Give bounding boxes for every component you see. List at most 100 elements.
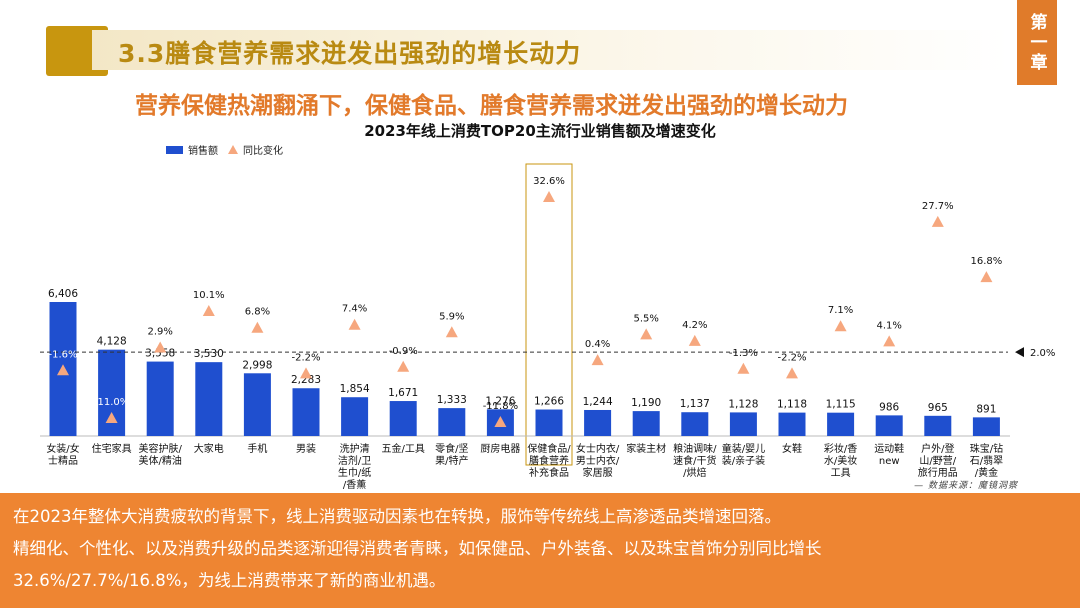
category-label: 旅行用品 <box>918 466 958 479</box>
yoy-marker <box>397 360 410 372</box>
yoy-value-label: 7.1% <box>828 305 853 316</box>
bar-sales <box>924 415 952 436</box>
category-label: 运动鞋 <box>874 442 904 455</box>
category-label: 工具 <box>831 467 851 479</box>
yoy-value-label: -0.9% <box>389 346 418 357</box>
yoy-value-label: 32.6% <box>533 176 565 187</box>
bar-sales <box>632 411 660 436</box>
category-label: 洗护清 <box>340 442 370 455</box>
bar-value-label: 1,115 <box>826 399 856 411</box>
category-label: 女鞋 <box>782 442 802 455</box>
summary-line-2: 精细化、个性化、以及消费升级的品类逐渐迎得消费者青睐，如保健品、户外装备、以及珠… <box>13 539 822 558</box>
category-label: 粮油调味/ <box>673 442 717 455</box>
bar-value-label: 1,671 <box>388 387 418 399</box>
category-label: 速食/干货 <box>673 454 716 467</box>
bar-value-label: 986 <box>879 401 899 413</box>
yoy-marker <box>300 367 312 379</box>
category-label: 户外/登 <box>921 442 954 455</box>
bar-value-label: 3,558 <box>145 348 175 360</box>
category-label: 保健食品/ <box>527 442 571 455</box>
yoy-value-label: 27.7% <box>922 201 954 212</box>
category-label: 装/亲子装 <box>722 454 765 467</box>
bar-sales <box>341 397 369 436</box>
yoy-marker <box>980 271 993 283</box>
category-label: 珠宝/钻 <box>970 442 1003 455</box>
bar-value-label: 965 <box>928 402 948 414</box>
page-subtitle: 营养保健热潮翻涌下，保健食品、膳食营养需求迸发出强劲的增长动力 <box>135 93 848 119</box>
category-label: 手机 <box>247 442 267 455</box>
yoy-marker <box>494 416 507 427</box>
bar-sales <box>827 412 855 436</box>
bar-sales <box>146 361 174 436</box>
data-source-note: — 数据来源：魔镜洞察 <box>914 481 1018 491</box>
category-label: 水/美妆 <box>824 454 857 467</box>
bar-value-label: 3,530 <box>194 348 224 360</box>
yoy-value-label: -11.0% <box>94 397 129 408</box>
bar-value-label: 2,283 <box>291 374 321 386</box>
legend-label-yoy: 同比变化 <box>243 144 283 157</box>
category-label: 零食/坚 <box>435 442 468 455</box>
yoy-value-label: -1.6% <box>48 349 77 360</box>
page-title: 3.3膳食营养需求迸发出强劲的增长动力 <box>118 39 582 68</box>
category-label: 美体/精油 <box>139 454 182 467</box>
category-label: /香薰 <box>343 478 366 491</box>
yoy-value-label: 6.8% <box>245 307 270 318</box>
yoy-value-label: -11.8% <box>483 401 518 412</box>
bar-value-label: 1,244 <box>583 396 613 408</box>
category-label: 洁剂/卫 <box>338 454 371 467</box>
yoy-marker <box>786 367 798 379</box>
yoy-marker <box>834 320 847 332</box>
bar-chart: 销售额 同比变化 6,406 4,128 3,558 3,530 2,998 2,283 1,8… <box>40 144 1055 491</box>
category-label: 果/特产 <box>435 454 468 467</box>
summary-panel: 在2023年整体大消费疲软的背景下，线上消费驱动因素也在转换，服饰等传统线上高渗… <box>0 493 1080 608</box>
bar-sales <box>389 401 417 436</box>
bar-value-label: 1,118 <box>777 399 807 411</box>
bar-sales <box>535 409 563 436</box>
bar-sales <box>972 417 1000 436</box>
reference-label: 2.0% <box>1030 348 1055 359</box>
legend-bar-swatch <box>166 146 183 154</box>
bar-sales <box>729 412 757 436</box>
bar-value-label: 1,854 <box>340 383 370 395</box>
bar-sales <box>584 409 612 436</box>
category-label: 童装/婴儿 <box>722 442 765 455</box>
bar-sales <box>778 412 806 436</box>
yoy-marker <box>202 305 215 317</box>
category-label: 山/野营/ <box>919 454 956 467</box>
summary-line-1: 在2023年整体大消费疲软的背景下，线上消费驱动因素也在转换，服饰等传统线上高渗… <box>13 507 781 526</box>
category-label: 石/翡翠 <box>970 454 1003 467</box>
category-label: 美容护肤/ <box>139 442 183 455</box>
bar-sales <box>681 412 709 436</box>
bar-value-label: 1,276 <box>485 395 515 407</box>
reference-arrow <box>1015 347 1024 358</box>
category-label: /黄金 <box>975 466 998 479</box>
category-label: 男装 <box>296 442 316 455</box>
yoy-value-label: 5.5% <box>633 313 658 324</box>
yoy-value-label: 10.1% <box>193 290 225 301</box>
yoy-marker <box>737 362 750 374</box>
yoy-marker <box>543 191 555 202</box>
bar-sales <box>243 373 271 436</box>
bar-value-label: 1,266 <box>534 396 564 408</box>
yoy-value-label: -2.2% <box>777 352 806 363</box>
summary-line-3: 32.6%/27.7%/16.8%，为线上消费带来了新的商业机遇。 <box>13 571 446 590</box>
yoy-value-label: 16.8% <box>971 256 1003 267</box>
yoy-value-label: 4.1% <box>876 320 901 331</box>
yoy-value-label: -1.3% <box>729 348 758 359</box>
category-label: 家居服 <box>583 466 613 479</box>
bar-sales <box>292 388 320 436</box>
bar-value-label: 2,998 <box>242 359 272 371</box>
yoy-value-label: -2.2% <box>291 352 320 363</box>
bar-sales <box>875 415 903 436</box>
yoy-marker <box>154 341 167 353</box>
category-label: 大家电 <box>194 442 224 455</box>
yoy-value-label: 5.9% <box>439 311 464 322</box>
category-label: 厨房电器 <box>480 442 520 455</box>
yoy-marker <box>640 328 653 340</box>
yoy-value-label: 2.9% <box>147 327 172 338</box>
category-label: 彩妆/香 <box>824 442 857 455</box>
yoy-marker <box>251 321 264 333</box>
chapter-tab: 第一章 <box>1017 0 1057 85</box>
bar-sales <box>195 362 223 436</box>
category-label: new <box>879 456 900 467</box>
